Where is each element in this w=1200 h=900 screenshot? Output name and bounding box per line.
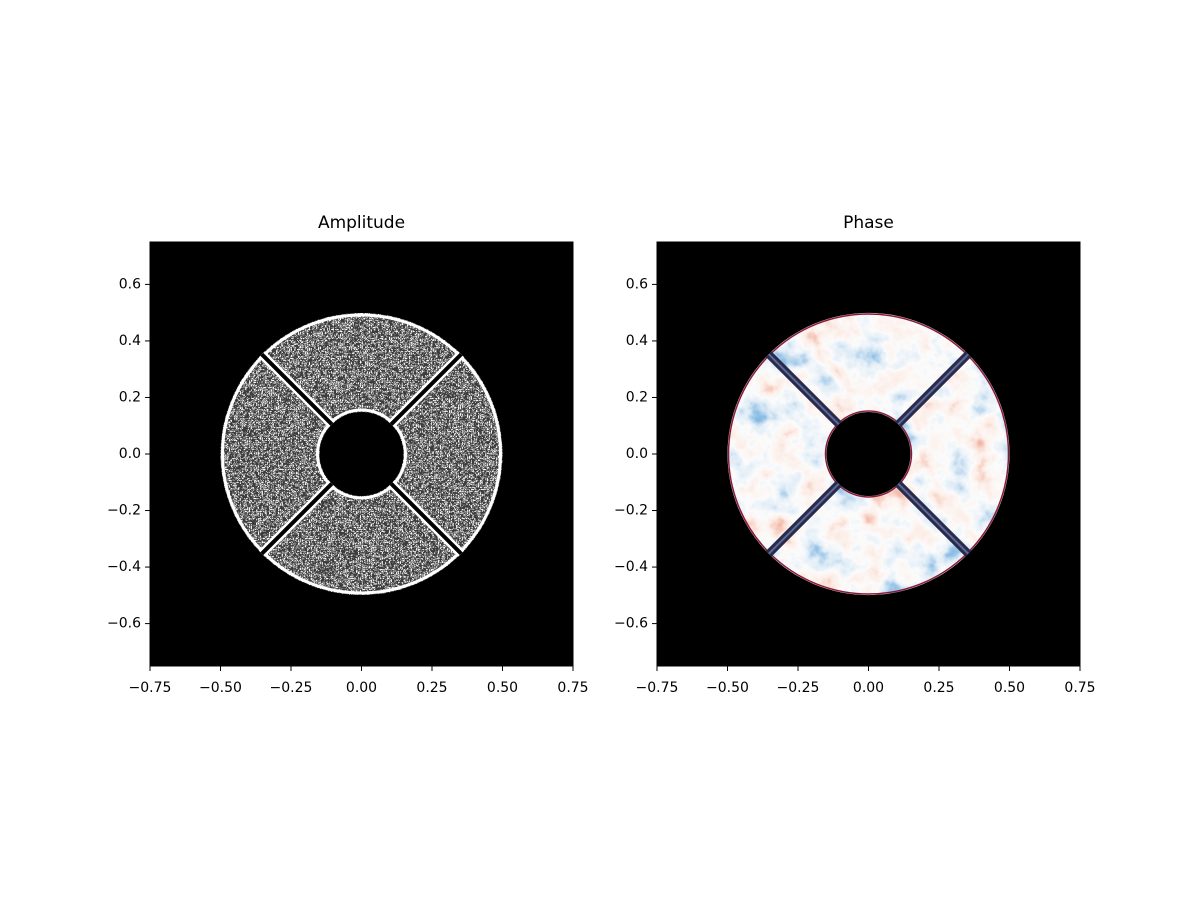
x-tick-label: 0.75 — [1064, 680, 1095, 696]
x-tick-label: −0.75 — [129, 680, 172, 696]
y-tick-label: 0.2 — [626, 389, 648, 405]
axes-background — [150, 242, 573, 666]
axes-background — [657, 242, 1080, 666]
x-tick-label: 0.25 — [416, 680, 447, 696]
x-tick-label: −0.50 — [199, 680, 242, 696]
x-tick-label: −0.50 — [706, 680, 749, 696]
y-tick-label: 0.4 — [626, 333, 648, 349]
y-tick-label: −0.4 — [614, 559, 648, 575]
y-tick-label: −0.6 — [107, 616, 141, 632]
x-tick-label: −0.25 — [777, 680, 820, 696]
y-tick-label: −0.2 — [614, 503, 648, 519]
chart-title: Amplitude — [318, 213, 405, 233]
x-tick-label: 0.50 — [994, 680, 1025, 696]
y-tick-label: −0.2 — [107, 503, 141, 519]
axes-frame — [656, 241, 1081, 667]
x-tick-label: 0.00 — [853, 680, 884, 696]
chart-title: Phase — [843, 213, 894, 233]
y-tick-label: 0.6 — [119, 276, 141, 292]
y-tick-label: −0.6 — [614, 616, 648, 632]
x-tick-label: 0.00 — [346, 680, 377, 696]
x-tick-label: −0.25 — [270, 680, 313, 696]
axes-frame — [149, 241, 574, 667]
x-tick-label: −0.75 — [636, 680, 679, 696]
y-tick-label: −0.4 — [107, 559, 141, 575]
y-tick-label: 0.4 — [119, 333, 141, 349]
y-tick-label: 0.0 — [626, 446, 648, 462]
y-tick-label: 0.2 — [119, 389, 141, 405]
x-tick-label: 0.50 — [487, 680, 518, 696]
y-tick-label: 0.0 — [119, 446, 141, 462]
y-tick-label: 0.6 — [626, 276, 648, 292]
x-tick-label: 0.25 — [923, 680, 954, 696]
x-tick-label: 0.75 — [557, 680, 588, 696]
